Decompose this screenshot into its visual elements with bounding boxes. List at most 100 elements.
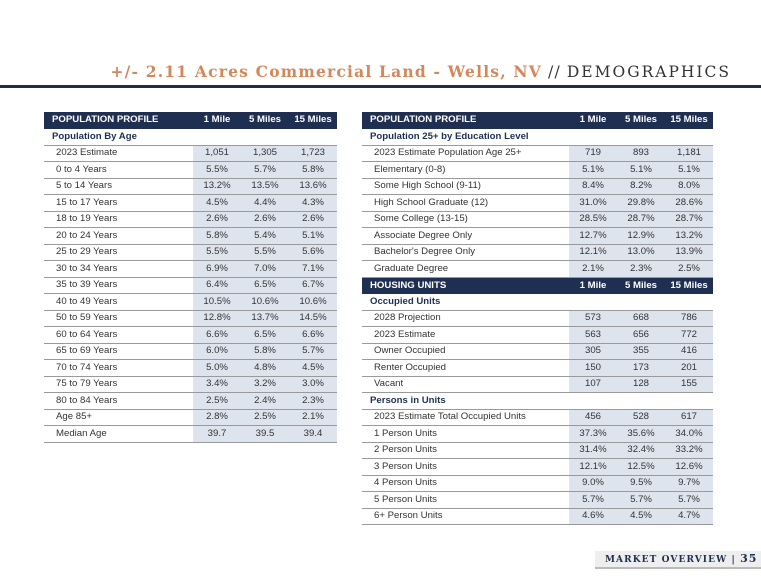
row-label: 70 to 74 Years [44,359,193,377]
section-subheader-row: Population 25+ by Education Level [362,128,713,146]
row-value: 155 [665,376,713,393]
table-row: Renter Occupied 150 173 201 [362,359,713,377]
header-label: POPULATION PROFILE [44,112,193,129]
row-label: 2 Person Units [362,442,569,459]
row-label: 5 Person Units [362,491,569,509]
row-label: 0 to 4 Years [44,161,193,179]
row-value: 772 [665,326,713,344]
row-value: 5.5% [193,244,241,261]
table-row: 30 to 34 Years 6.9% 7.0% 7.1% [44,260,337,278]
footer-section: MARKET OVERVIEW | [605,555,736,565]
table-row: 50 to 59 Years 12.8% 13.7% 14.5% [44,310,337,327]
row-value: 13.2% [665,227,713,245]
row-value: 13.0% [617,244,665,261]
row-label: Bachelor's Degree Only [362,244,569,261]
table-row: Bachelor's Degree Only 12.1% 13.0% 13.9% [362,244,713,261]
row-value: 5.7% [241,161,289,179]
column-header: 1 Mile [569,277,617,294]
table-row: 0 to 4 Years 5.5% 5.7% 5.8% [44,161,337,179]
row-label: 60 to 64 Years [44,326,193,344]
header-label: POPULATION PROFILE [362,112,569,129]
row-value: 14.5% [289,310,337,327]
row-value: 28.5% [569,211,617,228]
row-value: 10.6% [289,293,337,311]
column-header: 15 Miles [289,112,337,129]
row-label: 30 to 34 Years [44,260,193,278]
table-row: 18 to 19 Years 2.6% 2.6% 2.6% [44,211,337,228]
row-value: 5.5% [241,244,289,261]
row-value: 12.9% [617,227,665,245]
row-value: 5.8% [241,343,289,360]
table-row: 1 Person Units 37.3% 35.6% 34.0% [362,425,713,443]
row-value: 9.5% [617,475,665,492]
table-row: 5 Person Units 5.7% 5.7% 5.7% [362,491,713,509]
header-label: HOUSING UNITS [362,277,569,294]
table-row: Some High School (9-11) 8.4% 8.2% 8.0% [362,178,713,195]
table-row: 2023 Estimate 563 656 772 [362,326,713,344]
population-by-age-table: POPULATION PROFILE 1 Mile 5 Miles 15 Miles P… [44,112,337,443]
row-value: 5.7% [665,491,713,509]
row-label: 75 to 79 Years [44,376,193,393]
row-value: 5.1% [665,161,713,179]
row-value: 305 [569,343,617,360]
row-value: 8.4% [569,178,617,195]
row-value: 34.0% [665,425,713,443]
table-row: Associate Degree Only 12.7% 12.9% 13.2% [362,227,713,245]
row-value: 2.3% [289,392,337,410]
row-label: Elementary (0-8) [362,161,569,179]
row-label: Some College (13-15) [362,211,569,228]
row-value: 5.6% [289,244,337,261]
row-value: 13.7% [241,310,289,327]
footer-band: MARKET OVERVIEW | 35 [595,551,761,567]
row-value: 31.0% [569,194,617,212]
row-value: 39.5 [241,425,289,443]
row-value: 5.8% [289,161,337,179]
row-value: 12.8% [193,310,241,327]
column-header: 15 Miles [665,112,713,129]
table-row: 60 to 64 Years 6.6% 6.5% 6.6% [44,326,337,344]
row-label: 5 to 14 Years [44,178,193,195]
row-label: Age 85+ [44,409,193,426]
row-value: 2.3% [617,260,665,278]
footer-divider [595,567,761,569]
subheader-label: Occupied Units [362,293,713,311]
table-row: Age 85+ 2.8% 2.5% 2.1% [44,409,337,426]
row-value: 201 [665,359,713,377]
page-title: +/- 2.11 Acres Commercial Land - Wells, … [110,62,731,82]
row-label: 2023 Estimate Population Age 25+ [362,145,569,162]
row-value: 5.1% [569,161,617,179]
row-value: 13.2% [193,178,241,195]
table-row: 4 Person Units 9.0% 9.5% 9.7% [362,475,713,492]
table-header-row: POPULATION PROFILE 1 Mile 5 Miles 15 Miles [44,112,337,129]
table-row: 3 Person Units 12.1% 12.5% 12.6% [362,458,713,476]
row-value: 4.8% [241,359,289,377]
row-value: 4.6% [569,508,617,525]
row-value: 5.7% [569,491,617,509]
property-title: +/- 2.11 Acres Commercial Land - Wells, … [110,62,543,81]
row-value: 28.7% [665,211,713,228]
row-value: 2.6% [289,211,337,228]
table-row: Some College (13-15) 28.5% 28.7% 28.7% [362,211,713,228]
column-header: 15 Miles [665,277,713,294]
table-row: 15 to 17 Years 4.5% 4.4% 4.3% [44,194,337,212]
row-label: Some High School (9-11) [362,178,569,195]
table-row: 6+ Person Units 4.6% 4.5% 4.7% [362,508,713,525]
row-value: 2.5% [241,409,289,426]
row-label: Renter Occupied [362,359,569,377]
row-value: 5.7% [289,343,337,360]
table-row: 2023 Estimate Population Age 25+ 719 893 1,… [362,145,713,162]
row-value: 10.5% [193,293,241,311]
row-label: High School Graduate (12) [362,194,569,212]
row-label: Associate Degree Only [362,227,569,245]
subheader-label: Population By Age [44,128,337,146]
table-row: 20 to 24 Years 5.8% 5.4% 5.1% [44,227,337,245]
row-value: 6.6% [193,326,241,344]
table-header-row: POPULATION PROFILE 1 Mile 5 Miles 15 Miles [362,112,713,129]
row-value: 37.3% [569,425,617,443]
row-value: 2.5% [665,260,713,278]
row-value: 6.4% [193,277,241,294]
table-row: 40 to 49 Years 10.5% 10.6% 10.6% [44,293,337,311]
row-label: 6+ Person Units [362,508,569,525]
table-row: 5 to 14 Years 13.2% 13.5% 13.6% [44,178,337,195]
row-value: 6.6% [289,326,337,344]
